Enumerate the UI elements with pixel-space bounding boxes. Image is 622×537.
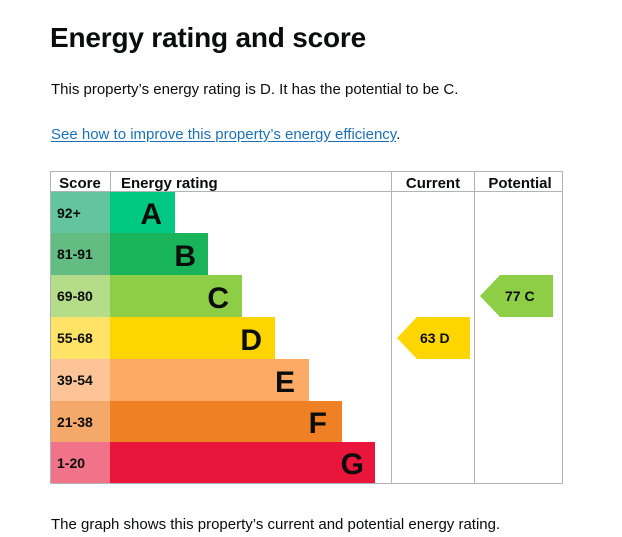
- potential-rating-arrow: [480, 275, 553, 317]
- band-c-score: 69-80: [57, 288, 93, 304]
- band-f-bar: [110, 401, 342, 442]
- current-rating-label: 63 D: [420, 330, 450, 346]
- improve-link-line: See how to improve this property’s energ…: [51, 125, 400, 145]
- band-g-score-cell: [51, 442, 110, 483]
- band-e-letter: E: [275, 366, 295, 399]
- potential-rating-label: 77 C: [505, 288, 535, 304]
- chart-frame: [50, 171, 563, 484]
- improve-efficiency-link[interactable]: See how to improve this property’s energ…: [51, 126, 397, 143]
- band-d-letter: D: [240, 324, 262, 357]
- header-potential: Potential: [488, 175, 551, 192]
- header-score: Score: [59, 175, 101, 192]
- band-b-score: 81-91: [57, 246, 93, 262]
- header-energy-rating: Energy rating: [121, 175, 218, 192]
- band-g-score: 1-20: [57, 455, 85, 471]
- band-b-bar: [110, 233, 208, 275]
- band-b-letter: B: [174, 240, 196, 273]
- band-f-score: 21-38: [57, 414, 93, 430]
- band-g-bar: [110, 442, 375, 483]
- band-a-letter: A: [140, 198, 162, 231]
- band-a-score-cell: [51, 192, 110, 233]
- band-d-score: 55-68: [57, 330, 93, 346]
- band-d-score-cell: [51, 317, 110, 359]
- band-a-bar: [110, 192, 175, 233]
- header-current: Current: [406, 175, 460, 192]
- band-c-score-cell: [51, 275, 110, 317]
- band-e-bar: [110, 359, 309, 401]
- page-title: Energy rating and score: [50, 22, 366, 53]
- current-rating-arrow: [397, 317, 470, 359]
- band-g-letter: G: [341, 448, 364, 481]
- band-b-score-cell: [51, 233, 110, 275]
- chart-caption: The graph shows this property’s current …: [51, 516, 501, 533]
- band-c-letter: C: [207, 282, 229, 315]
- intro-text: This property’s energy rating is D. It h…: [51, 81, 459, 98]
- band-e-score-cell: [51, 359, 110, 401]
- band-e-score: 39-54: [57, 372, 93, 388]
- link-suffix: .: [396, 126, 401, 143]
- band-f-letter: F: [309, 407, 327, 440]
- band-a-score: 92+: [57, 205, 81, 221]
- band-c-bar: [110, 275, 242, 317]
- band-d-bar: [110, 317, 275, 359]
- band-f-score-cell: [51, 401, 110, 442]
